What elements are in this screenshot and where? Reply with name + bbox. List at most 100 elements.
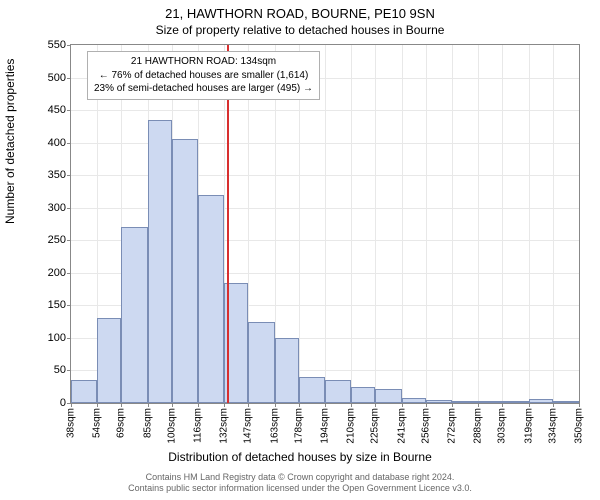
xtick-mark (478, 403, 479, 407)
xtick-label: 241sqm (396, 408, 407, 444)
ytick-mark (67, 338, 71, 339)
xtick-label: 334sqm (547, 408, 558, 444)
xtick-label: 303sqm (497, 408, 508, 444)
xtick-mark (172, 403, 173, 407)
xtick-mark (248, 403, 249, 407)
xtick-mark (402, 403, 403, 407)
attribution-text: Contains HM Land Registry data © Crown c… (0, 472, 600, 495)
xtick-mark (426, 403, 427, 407)
xtick-label: 319sqm (523, 408, 534, 444)
histogram-bar (452, 401, 478, 403)
ytick-mark (67, 273, 71, 274)
ytick-mark (67, 305, 71, 306)
histogram-bar (97, 318, 121, 403)
ytick-label: 500 (26, 72, 66, 84)
xtick-mark (529, 403, 530, 407)
gridline-v (478, 45, 479, 403)
gridline-v (426, 45, 427, 403)
xtick-mark (275, 403, 276, 407)
histogram-bar (148, 120, 172, 403)
ytick-mark (67, 110, 71, 111)
histogram-bar (71, 380, 97, 403)
histogram-bar (553, 401, 579, 403)
histogram-bar (478, 401, 502, 403)
xtick-mark (71, 403, 72, 407)
histogram-bar (248, 322, 274, 403)
annotation-box: 21 HAWTHORN ROAD: 134sqm← 76% of detache… (87, 51, 320, 100)
ytick-label: 300 (26, 202, 66, 214)
ytick-label: 550 (26, 39, 66, 51)
xtick-mark (375, 403, 376, 407)
gridline-v (325, 45, 326, 403)
histogram-bar (121, 227, 147, 403)
x-axis-label: Distribution of detached houses by size … (0, 450, 600, 464)
ytick-label: 50 (26, 364, 66, 376)
gridline-v (375, 45, 376, 403)
histogram-bar (325, 380, 351, 403)
ytick-label: 200 (26, 267, 66, 279)
ytick-mark (67, 143, 71, 144)
plot-area: 21 HAWTHORN ROAD: 134sqm← 76% of detache… (70, 44, 580, 404)
histogram-bar (375, 389, 401, 403)
xtick-label: 194sqm (320, 408, 331, 444)
ytick-label: 150 (26, 299, 66, 311)
histogram-bar (351, 387, 375, 403)
ytick-label: 250 (26, 234, 66, 246)
xtick-mark (299, 403, 300, 407)
histogram-bar (172, 139, 198, 403)
xtick-mark (325, 403, 326, 407)
xtick-label: 225sqm (370, 408, 381, 444)
xtick-label: 256sqm (420, 408, 431, 444)
ytick-mark (67, 175, 71, 176)
chart-title: 21, HAWTHORN ROAD, BOURNE, PE10 9SN (0, 0, 600, 21)
gridline-v (502, 45, 503, 403)
xtick-mark (224, 403, 225, 407)
gridline-v (452, 45, 453, 403)
histogram-bar (529, 399, 553, 403)
xtick-mark (121, 403, 122, 407)
ytick-label: 100 (26, 332, 66, 344)
chart-container: 21, HAWTHORN ROAD, BOURNE, PE10 9SN Size… (0, 0, 600, 500)
xtick-label: 163sqm (269, 408, 280, 444)
ytick-mark (67, 78, 71, 79)
ytick-mark (67, 370, 71, 371)
histogram-bar (299, 377, 325, 403)
annotation-line3: 23% of semi-detached houses are larger (… (94, 82, 313, 96)
xtick-mark (198, 403, 199, 407)
histogram-bar (426, 400, 452, 403)
xtick-mark (502, 403, 503, 407)
ytick-mark (67, 208, 71, 209)
ytick-mark (67, 45, 71, 46)
xtick-label: 54sqm (92, 408, 103, 438)
xtick-label: 69sqm (116, 408, 127, 438)
xtick-mark (97, 403, 98, 407)
xtick-mark (553, 403, 554, 407)
ytick-label: 400 (26, 137, 66, 149)
ytick-label: 350 (26, 169, 66, 181)
xtick-label: 178sqm (293, 408, 304, 444)
annotation-line1: 21 HAWTHORN ROAD: 134sqm (94, 55, 313, 69)
xtick-label: 147sqm (243, 408, 254, 444)
histogram-bar (275, 338, 299, 403)
gridline-v (351, 45, 352, 403)
xtick-label: 132sqm (219, 408, 230, 444)
annotation-line2: ← 76% of detached houses are smaller (1,… (94, 69, 313, 83)
y-axis-label: Number of detached properties (3, 59, 17, 224)
attribution-line1: Contains HM Land Registry data © Crown c… (146, 472, 455, 482)
histogram-bar (198, 195, 224, 403)
ytick-label: 0 (26, 397, 66, 409)
histogram-bar (402, 398, 426, 403)
gridline-v (553, 45, 554, 403)
xtick-label: 38sqm (66, 408, 77, 438)
xtick-label: 100sqm (166, 408, 177, 444)
xtick-label: 288sqm (473, 408, 484, 444)
chart-subtitle: Size of property relative to detached ho… (0, 21, 600, 37)
attribution-line2: Contains public sector information licen… (128, 483, 472, 493)
ytick-mark (67, 240, 71, 241)
xtick-label: 350sqm (574, 408, 585, 444)
xtick-label: 116sqm (193, 408, 204, 443)
xtick-mark (148, 403, 149, 407)
histogram-bar (502, 401, 528, 403)
gridline-v (529, 45, 530, 403)
xtick-mark (351, 403, 352, 407)
